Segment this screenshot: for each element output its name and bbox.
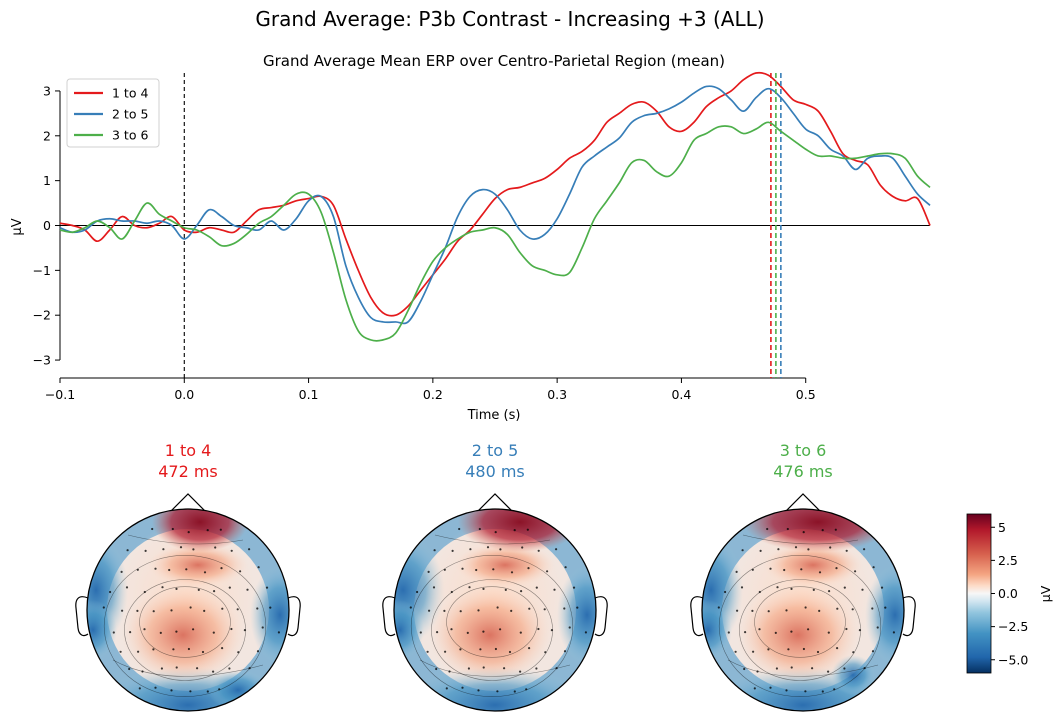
colorbar-ticks: 5 2.5 0.0 −2.5 −5.0 (991, 520, 1028, 667)
series-line-3 (59, 121, 931, 342)
erp-axes-title: Grand Average Mean ERP over Centro-Parie… (263, 52, 725, 70)
x-axis: −0.1 0.0 0.1 0.2 0.3 0.4 0.5 (45, 377, 816, 402)
topomap-field (87, 509, 289, 711)
x-axis-label: Time (s) (467, 408, 521, 423)
nose (785, 493, 821, 512)
topomap-time: 472 ms (158, 462, 218, 481)
x-tick-label: 0.4 (671, 387, 691, 402)
right-ear (902, 596, 916, 637)
nose (170, 493, 206, 512)
colorbar-gradient (966, 513, 992, 674)
head-outline (701, 508, 905, 712)
legend-frame (66, 78, 160, 148)
topomap-time: 480 ms (465, 462, 525, 481)
y-tick-label: 3 (43, 83, 51, 98)
y-axis-label: µV (10, 218, 25, 235)
x-tick-label: −0.1 (45, 387, 75, 402)
colorbar: 5 2.5 0.0 −2.5 −5.0 µV (966, 513, 1053, 674)
legend-entry: 1 to 4 (112, 86, 148, 101)
topomap-label: 2 to 5 (472, 441, 519, 460)
x-tick-label: 0.1 (299, 387, 319, 402)
x-tick-label: 0.0 (174, 387, 194, 402)
left-ear (690, 596, 704, 637)
left-ear (75, 596, 89, 637)
topomaps: 1 to 4 472 ms 2 to 5 480 ms 3 to 6 476 ms (75, 441, 916, 712)
y-tick-label: 1 (43, 173, 51, 188)
colorbar-tick-label: 2.5 (998, 553, 1018, 568)
legend-entry: 3 to 6 (112, 128, 148, 143)
colorbar-tick-label: 0.0 (998, 586, 1018, 601)
topomap-2: 2 to 5 480 ms (382, 441, 608, 712)
colorbar-label: µV (1038, 585, 1053, 602)
x-tick-label: 0.3 (547, 387, 567, 402)
colorbar-tick-label: −2.5 (998, 619, 1028, 634)
y-tick-label: 2 (43, 128, 51, 143)
y-tick-label: −1 (33, 263, 51, 278)
left-ear (382, 596, 396, 637)
series-line-1 (59, 71, 931, 317)
nose (477, 493, 513, 512)
topomap-3: 3 to 6 476 ms (690, 441, 916, 712)
topomap-time: 476 ms (773, 462, 833, 481)
legend: 1 to 4 2 to 5 3 to 6 (66, 78, 160, 148)
x-tick-label: 0.5 (796, 387, 816, 402)
head-outline (393, 508, 597, 712)
colorbar-tick-label: 5 (998, 520, 1006, 535)
x-tick-label: 0.2 (423, 387, 443, 402)
erp-plot: −0.1 0.0 0.1 0.2 0.3 0.4 0.5 −3 −2 −1 0 1 2 3 1 to 4… (33, 71, 931, 402)
topomap-label: 1 to 4 (165, 441, 212, 460)
y-tick-label: −3 (33, 353, 51, 368)
topomap-1: 1 to 4 472 ms (75, 441, 301, 712)
y-axis: −3 −2 −1 0 1 2 3 (33, 83, 61, 368)
y-tick-label: −2 (33, 308, 51, 323)
right-ear (287, 596, 301, 637)
head-outline (86, 508, 290, 712)
legend-entry: 2 to 5 (112, 107, 148, 122)
erp-series (59, 71, 931, 378)
topomap-label: 3 to 6 (780, 441, 827, 460)
topomap-field (702, 509, 904, 711)
colorbar-tick-label: −5.0 (998, 652, 1028, 667)
y-tick-label: 0 (43, 218, 51, 233)
figure-title: Grand Average: P3b Contrast - Increasing… (255, 7, 764, 31)
topomap-field (394, 509, 596, 711)
right-ear (594, 596, 608, 637)
series-line-2 (59, 85, 931, 325)
